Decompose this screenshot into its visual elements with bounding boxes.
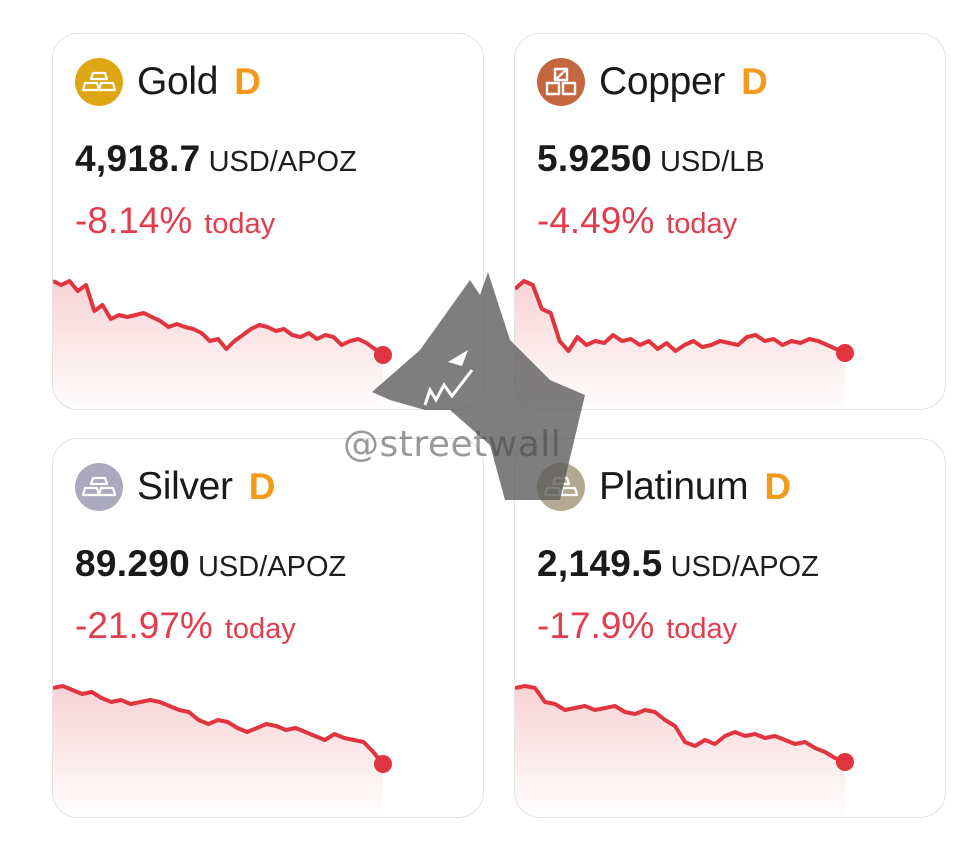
change-line: -8.14% today — [75, 200, 275, 242]
sparkline-line — [53, 279, 385, 357]
change-line: -4.49% today — [537, 200, 737, 242]
card-header: Silver D — [75, 463, 275, 511]
change-line: -21.97% today — [75, 605, 296, 647]
sparkline-chart — [515, 279, 854, 409]
change-percent: -17.9% — [537, 605, 655, 646]
sparkline-last-point — [836, 753, 854, 771]
price-line: 2,149.5 USD/APOZ — [537, 543, 819, 585]
change-period: today — [204, 208, 276, 240]
price-unit: USD/APOZ — [197, 551, 347, 583]
silver-bars-icon — [75, 463, 123, 511]
price-value: 5.9250 — [537, 138, 652, 179]
asset-name: Copper — [599, 60, 726, 103]
sparkline-chart — [53, 684, 392, 817]
change-line: -17.9% today — [537, 605, 737, 647]
silver-card[interactable]: Silver D 89.290 USD/APOZ -21.97% today — [52, 438, 484, 818]
price-value: 4,918.7 — [75, 138, 201, 179]
copper-bars-icon — [537, 58, 585, 106]
change-percent: -8.14% — [75, 200, 193, 241]
sparkline-area — [515, 281, 845, 409]
delayed-badge: D — [764, 466, 792, 507]
watermark-text: @streetwall — [343, 424, 562, 465]
asset-name: Gold — [137, 60, 219, 103]
asset-name: Silver — [137, 465, 233, 508]
copper-card[interactable]: Copper D 5.9250 USD/LB -4.49% today — [514, 33, 946, 410]
dog-head-logo-icon — [330, 270, 600, 510]
delayed-badge: D — [741, 61, 768, 102]
price-unit: USD/APOZ — [208, 146, 357, 178]
sparkline-chart — [515, 684, 854, 817]
sparkline-last-point — [374, 755, 392, 773]
price-line: 5.9250 USD/LB — [537, 138, 765, 180]
card-header: Gold D — [75, 58, 261, 106]
asset-name: Platinum — [599, 465, 749, 508]
price-unit: USD/LB — [659, 146, 765, 178]
sparkline-line — [53, 684, 385, 766]
price-value: 2,149.5 — [537, 543, 663, 584]
sparkline-line — [515, 684, 846, 764]
sparkline-last-point — [836, 344, 854, 362]
sparkline-chart — [53, 279, 392, 409]
price-unit: USD/APOZ — [670, 551, 819, 583]
change-percent: -21.97% — [75, 605, 213, 646]
change-period: today — [224, 613, 296, 645]
card-header: Copper D — [537, 58, 768, 106]
sparkline-area — [53, 686, 383, 817]
change-period: today — [666, 613, 738, 645]
sparkline-line — [515, 279, 846, 355]
delayed-badge: D — [234, 61, 261, 102]
delayed-badge: D — [248, 466, 276, 507]
price-line: 4,918.7 USD/APOZ — [75, 138, 357, 180]
sparkline-area — [53, 281, 383, 409]
sparkline-last-point — [374, 346, 392, 364]
gold-card[interactable]: Gold D 4,918.7 USD/APOZ -8.14% today — [52, 33, 484, 410]
gold-bars-icon — [75, 58, 123, 106]
change-percent: -4.49% — [537, 200, 655, 241]
sparkline-area — [515, 686, 845, 817]
price-value: 89.290 — [75, 543, 190, 584]
price-line: 89.290 USD/APOZ — [75, 543, 346, 585]
change-period: today — [666, 208, 738, 240]
platinum-card[interactable]: Platinum D 2,149.5 USD/APOZ -17.9% today — [514, 438, 946, 818]
